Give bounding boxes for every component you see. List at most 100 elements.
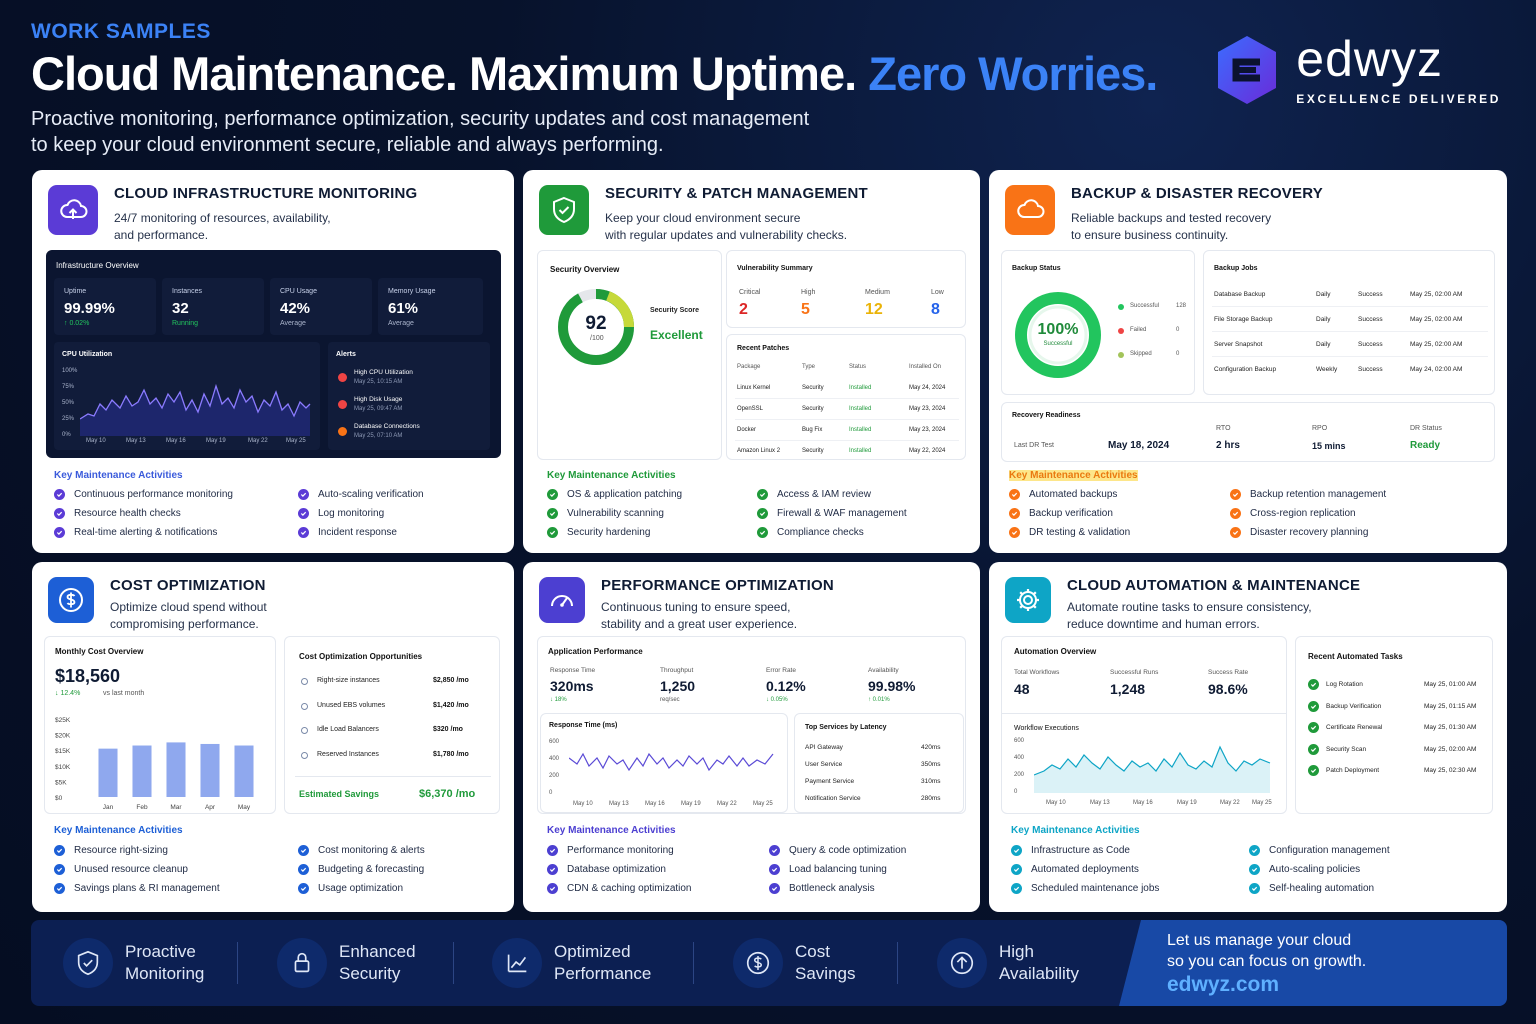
chart-trend-icon — [492, 938, 542, 988]
table-cell: Server Snapshot — [1214, 341, 1263, 348]
table-cell: Bug Fix — [802, 427, 823, 433]
legend-value: 128 — [1176, 303, 1187, 309]
page-title: Cloud Maintenance. Maximum Uptime. Zero … — [31, 48, 1511, 100]
opportunity-value: $1,420 /mo — [433, 701, 469, 709]
x-tick: Jan — [103, 804, 114, 811]
application-performance-panel: Application Performance Response Time 320… — [537, 636, 966, 814]
legend-dot-icon — [1118, 328, 1124, 334]
y-tick: $5K — [55, 779, 67, 786]
check-icon — [547, 489, 558, 500]
activity-label: Resource right-sizing — [74, 845, 168, 856]
website-link[interactable]: edwyz.com — [1167, 973, 1280, 996]
activity-label: Query & code optimization — [789, 845, 907, 856]
activity-item: OS & application patching — [547, 488, 757, 501]
activity-label: Database optimization — [567, 864, 666, 875]
kpi-value: 42% — [280, 300, 311, 317]
recovery-readiness-panel: Recovery Readiness Last DR Test May 18, … — [1001, 402, 1495, 462]
warning-icon — [338, 400, 347, 409]
subtitle-line: Proactive monitoring, performance optimi… — [31, 108, 810, 130]
task-time: May 25, 01:30 AM — [1424, 724, 1477, 731]
key-activities-heading: Key Maintenance Activities — [1009, 470, 1138, 481]
check-icon — [547, 864, 558, 875]
check-icon — [298, 883, 309, 894]
warning-icon — [338, 427, 347, 436]
monthly-cost-panel: Monthly Cost Overview $18,560 ↓ 12.4% vs… — [44, 636, 276, 814]
task-time: May 25, 02:00 AM — [1424, 745, 1477, 753]
table-cell: Installed — [849, 406, 872, 412]
kpi-sub: Average — [388, 320, 414, 327]
kpi-label: Response Time — [550, 667, 596, 674]
x-tick: May 22 — [1220, 800, 1240, 806]
brand-tagline: EXCELLENCE DELIVERED — [1296, 92, 1501, 106]
table-cell: Database Backup — [1214, 291, 1266, 298]
check-icon — [298, 508, 309, 519]
check-icon — [757, 508, 768, 519]
activity-item: Self-healing automation — [1249, 882, 1469, 895]
x-tick: May 10 — [86, 438, 106, 444]
opportunity-icon — [301, 702, 308, 710]
desc-line: stability and a great user experience. — [601, 617, 798, 631]
brand-logo[interactable]: edwyz EXCELLENCE DELIVERED — [1216, 34, 1501, 106]
backup-card: BACKUP & DISASTER RECOVERY Reliable backu… — [989, 170, 1507, 553]
key-activities-heading: Key Maintenance Activities — [547, 470, 676, 481]
service-latency: 420ms — [921, 744, 941, 751]
table-cell: May 25, 02:00 AM — [1410, 291, 1463, 298]
backup-jobs-panel: Backup Jobs Database Backup Daily Success M… — [1203, 250, 1495, 395]
activity-item: Security hardening — [547, 526, 757, 539]
service-latency: 350ms — [921, 761, 941, 768]
alert-name: Database Connections — [354, 423, 420, 430]
row-divider — [735, 398, 959, 399]
cta-panel: Let us manage your cloud so you can focus… — [1119, 920, 1507, 1006]
footer-item-security: Enhanced Security — [277, 920, 416, 1006]
vuln-value: 2 — [739, 301, 748, 318]
check-icon — [298, 864, 309, 875]
table-cell: Amazon Linux 2 — [737, 448, 781, 454]
opportunity-value: $2,850 /mo — [433, 677, 469, 684]
top-services-panel: Top Services by Latency API Gateway 420ms… — [794, 713, 964, 813]
panel-title: Recovery Readiness — [1012, 412, 1081, 419]
row-divider — [1212, 356, 1488, 357]
column-header: Package — [737, 364, 761, 370]
table-cell: Daily — [1316, 291, 1331, 298]
table-cell: Installed — [849, 448, 872, 454]
y-tick: $10K — [55, 764, 71, 771]
activity-label: Continuous performance monitoring — [74, 489, 233, 500]
kpi-label: Error Rate — [766, 667, 796, 674]
check-icon — [769, 845, 780, 856]
activity-item: Resource right-sizing — [54, 844, 298, 857]
desc-line: Automate routine tasks to ensure consist… — [1067, 600, 1312, 614]
response-time-chart: Response Time (ms) 600 400 200 0 May 10 … — [540, 713, 788, 813]
vuln-value: 5 — [801, 301, 810, 318]
x-tick: May 10 — [573, 801, 593, 807]
table-cell: Success — [1358, 291, 1383, 298]
activity-item: Real-time alerting & notifications — [54, 526, 298, 539]
check-icon — [1011, 845, 1022, 856]
check-icon — [1230, 489, 1241, 500]
activity-label: Log monitoring — [318, 508, 385, 519]
activity-item: Continuous performance monitoring — [54, 488, 298, 501]
activity-label: Incident response — [318, 527, 397, 538]
y-tick: 200 — [549, 773, 560, 779]
activity-label: Performance monitoring — [567, 845, 674, 856]
alert-name: High Disk Usage — [354, 396, 403, 403]
subtitle: Proactive monitoring, performance optimi… — [31, 106, 851, 158]
dollar-icon — [733, 938, 783, 988]
opportunity-label: Unused EBS volumes — [317, 701, 386, 709]
x-tick: May 25 — [753, 801, 773, 807]
kpi-value: 32 — [172, 300, 189, 317]
score-label: Security Score — [650, 307, 700, 314]
activity-item: Backup retention management — [1230, 488, 1451, 501]
activity-item: Disaster recovery planning — [1230, 526, 1451, 539]
column-header: Installed On — [909, 364, 942, 370]
table-cell: Daily — [1316, 341, 1331, 348]
table-cell: Weekly — [1316, 366, 1338, 373]
card-title: PERFORMANCE OPTIMIZATION — [601, 577, 834, 594]
kpi-value: 1,250 — [660, 678, 696, 694]
kpi-label: Throughput — [660, 667, 694, 674]
activity-item: Automated backups — [1009, 488, 1230, 501]
check-icon — [54, 845, 65, 856]
task-name: Patch Deployment — [1326, 767, 1380, 774]
bar — [98, 748, 118, 797]
opportunity-label: Right-size instances — [317, 677, 380, 684]
card-desc: Optimize cloud spend without compromising… — [110, 599, 390, 633]
